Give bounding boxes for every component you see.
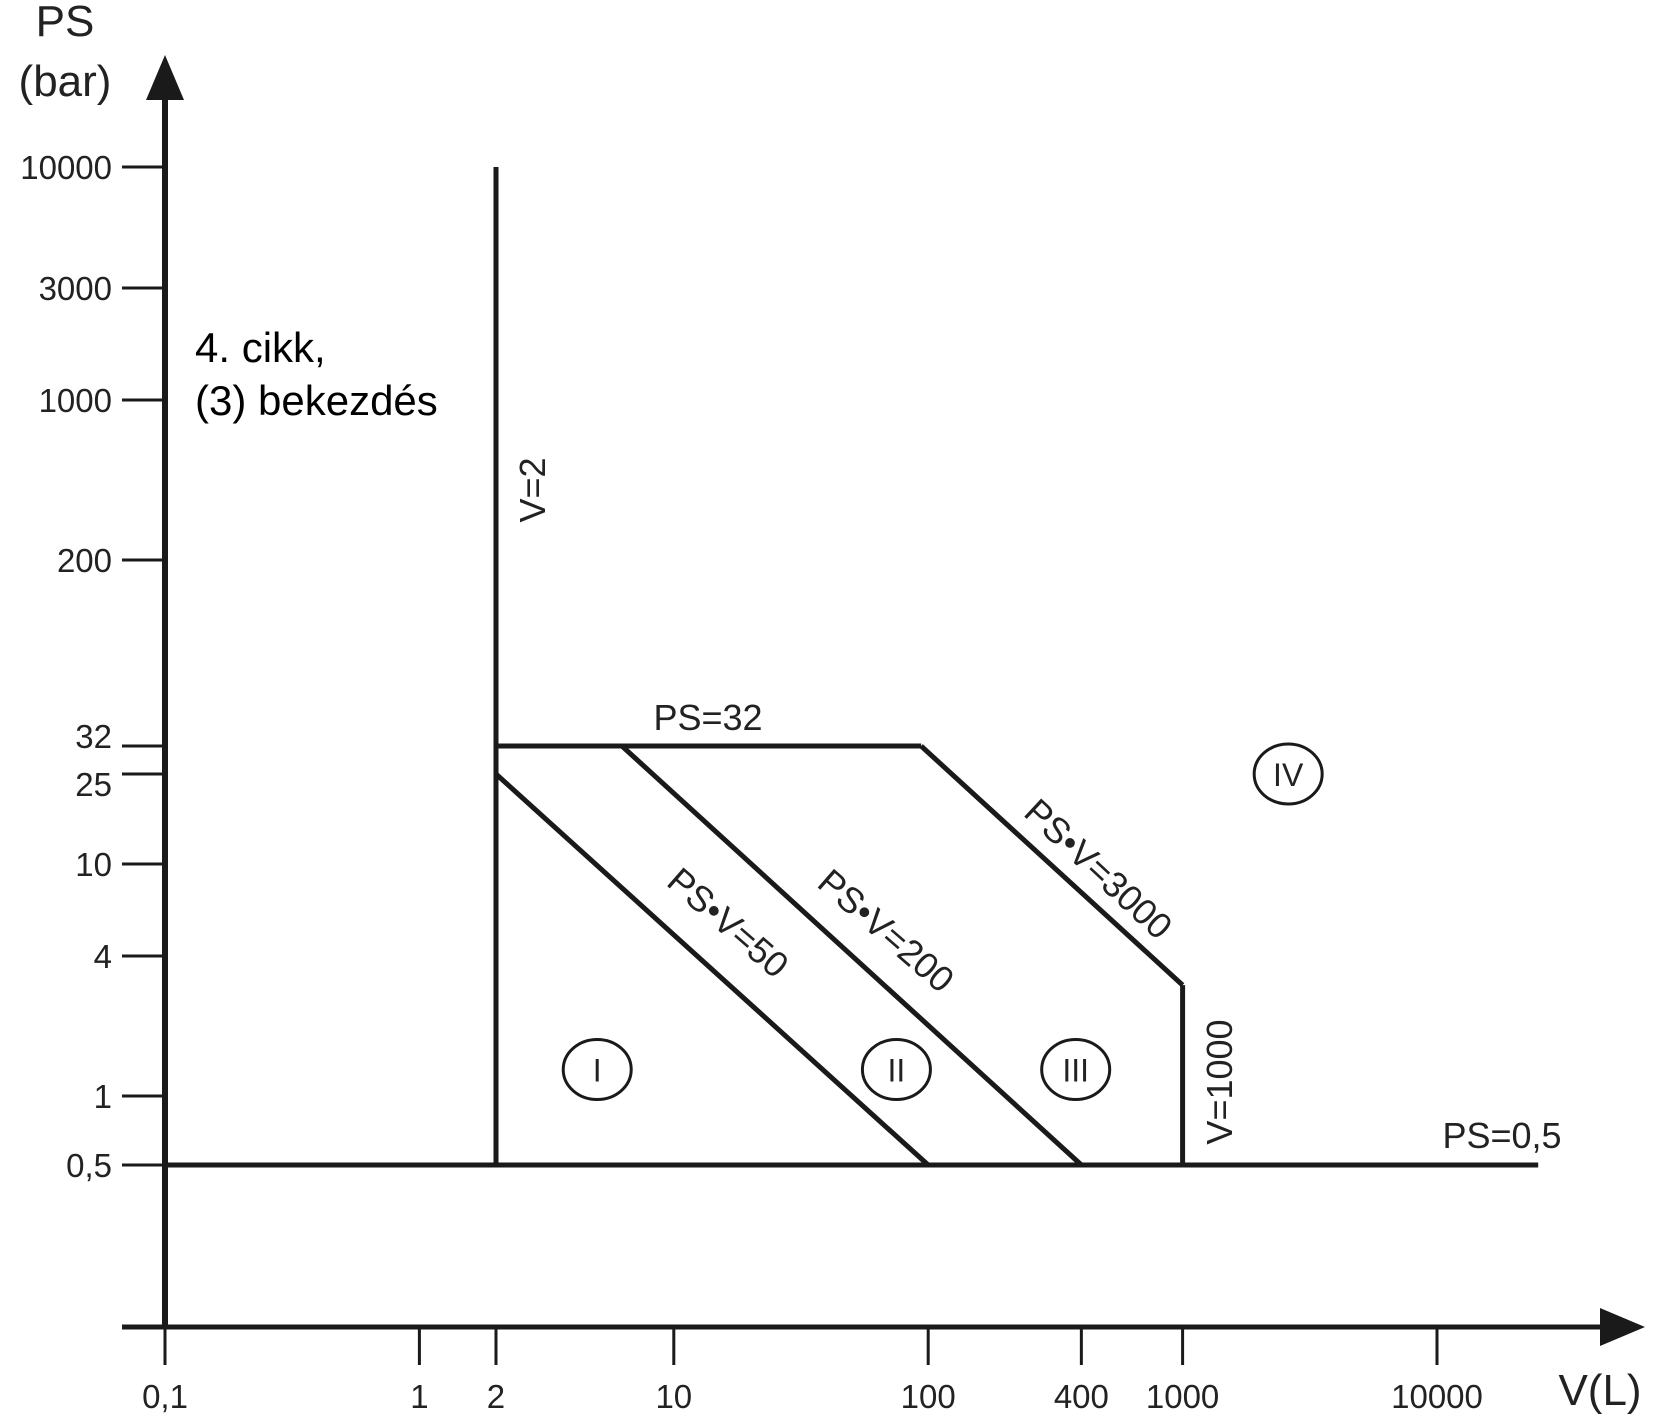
article-note-line2: (3) bekezdés <box>195 377 438 424</box>
x-tick-label-1: 1 <box>410 1378 428 1415</box>
boundary-label-5: PS•V=3000 <box>1017 791 1181 948</box>
y-axis-title-line2: (bar) <box>19 57 112 106</box>
y-tick-label-3: 10 <box>75 846 112 883</box>
y-tick-label-4: 25 <box>75 766 112 803</box>
region-circle-3 <box>1252 742 1324 806</box>
y-tick-label-9: 10000 <box>20 149 112 186</box>
y-tick-label-6: 200 <box>57 542 112 579</box>
region-circle-1 <box>860 1038 932 1102</box>
y-tick-label-0: 0,5 <box>66 1147 112 1184</box>
x-axis-arrow <box>1600 1308 1645 1346</box>
x-tick-label-7: 10000 <box>1391 1378 1483 1415</box>
y-axis-arrow <box>146 55 184 100</box>
region-circle-2 <box>1040 1038 1112 1102</box>
boundary-label-6: V=1000 <box>1199 1019 1240 1144</box>
boundary-label-2: PS=32 <box>653 697 762 738</box>
boundary-label-3: PS•V=50 <box>660 859 797 986</box>
boundary-label-4: PS•V=200 <box>810 861 962 1001</box>
x-axis-title: V(L) <box>1558 1366 1641 1415</box>
region-label-1: II <box>888 1053 906 1089</box>
x-tick-label-5: 400 <box>1054 1378 1109 1415</box>
y-tick-label-1: 1 <box>94 1078 112 1115</box>
x-tick-label-4: 100 <box>901 1378 956 1415</box>
x-tick-label-0: 0,1 <box>142 1378 188 1415</box>
boundary-line-3 <box>494 772 930 1167</box>
boundary-line-5 <box>919 744 1185 987</box>
article-note-line1: 4. cikk, <box>195 324 326 371</box>
y-tick-label-2: 4 <box>94 938 112 975</box>
x-tick-label-3: 10 <box>655 1378 692 1415</box>
boundary-label-0: V=2 <box>512 457 553 522</box>
x-tick-label-6: 1000 <box>1146 1378 1219 1415</box>
y-tick-label-5: 32 <box>75 718 112 755</box>
boundary-label-1: PS=0,5 <box>1442 1115 1561 1156</box>
y-axis-title-line1: PS <box>36 0 95 46</box>
region-circle-0 <box>561 1038 633 1102</box>
y-tick-label-7: 1000 <box>39 382 112 419</box>
region-label-3: IV <box>1273 757 1304 793</box>
region-label-2: III <box>1062 1053 1089 1089</box>
boundary-line-4 <box>620 744 1084 1167</box>
x-tick-label-2: 2 <box>487 1378 505 1415</box>
region-label-0: I <box>593 1053 602 1089</box>
y-tick-label-8: 3000 <box>39 270 112 307</box>
